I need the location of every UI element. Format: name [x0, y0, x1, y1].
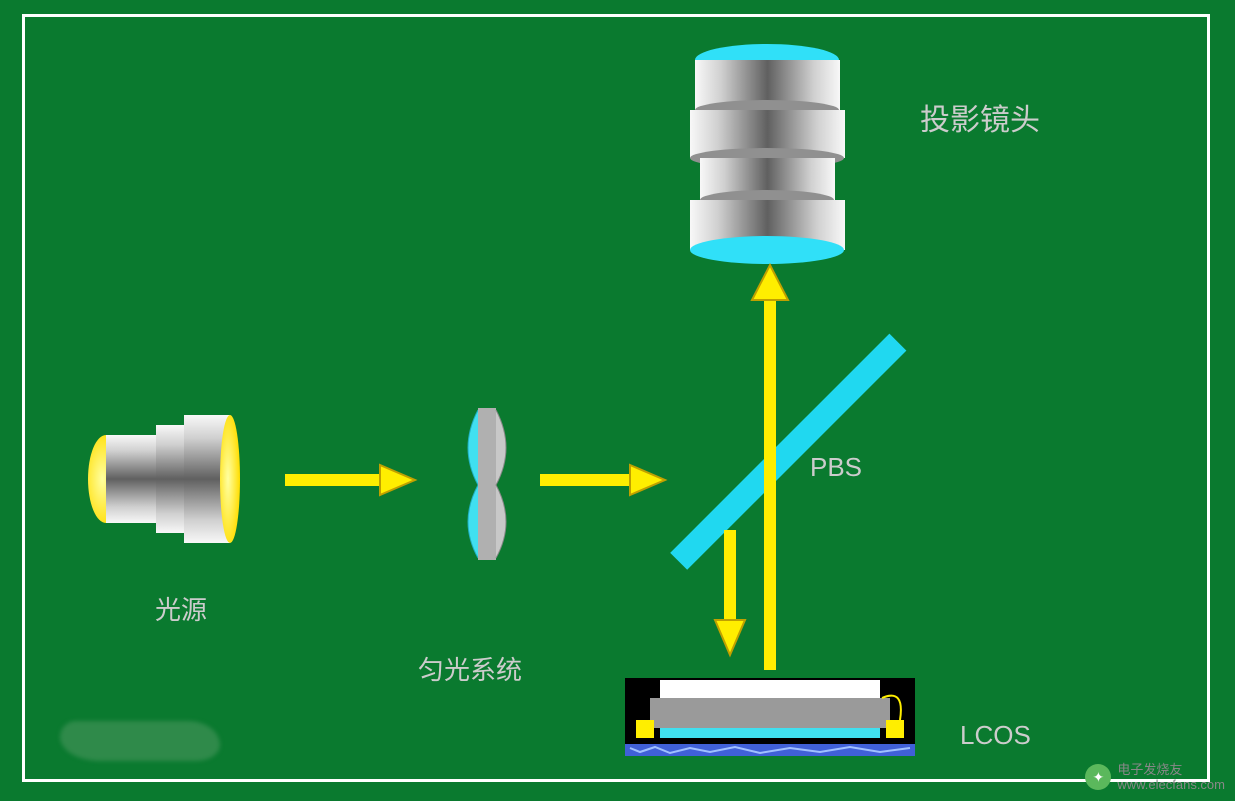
- watermark-logo-icon: ✦: [1085, 764, 1111, 790]
- arrow-homog-to-pbs: [540, 465, 665, 495]
- label-lcos: LCOS: [960, 720, 1031, 751]
- arrow-src-to-homog: [285, 465, 415, 495]
- watermark-brand: 电子发烧友: [1117, 762, 1225, 778]
- watermark-text: 电子发烧友 www.elecfans.com: [1117, 762, 1225, 793]
- label-light-source: 光源: [155, 590, 207, 627]
- lcos-component: [625, 678, 915, 756]
- homogenizer-component: [468, 408, 506, 560]
- pbs-component: [670, 334, 906, 570]
- watermark-url: www.elecfans.com: [1117, 777, 1225, 793]
- diagram-svg: [0, 0, 1235, 801]
- label-projection-lens: 投影镜头: [920, 95, 1040, 139]
- light-source-component: [88, 415, 240, 543]
- smudge-mark: [60, 721, 220, 761]
- label-homogenizer: 匀光系统: [418, 650, 522, 687]
- projection-lens-component: [690, 44, 845, 264]
- arrows-group: [285, 265, 788, 670]
- label-pbs: PBS: [810, 452, 862, 483]
- arrow-pbs-down: [715, 530, 745, 655]
- watermark: ✦ 电子发烧友 www.elecfans.com: [1085, 762, 1225, 793]
